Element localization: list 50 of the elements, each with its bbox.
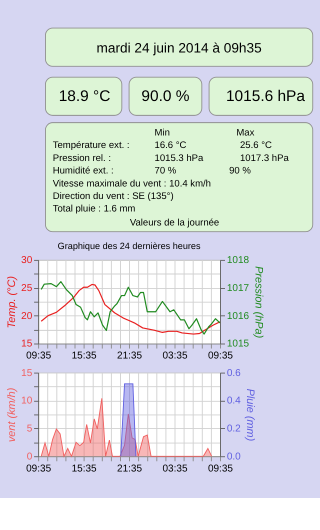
text: 18.9 °C bbox=[58, 88, 110, 105]
y2-axis-title: Pluie (mm) bbox=[244, 388, 256, 442]
x-tick-label: 09:35 bbox=[208, 350, 234, 362]
text: Min bbox=[154, 127, 170, 138]
text: 70 % bbox=[154, 166, 177, 177]
x-tick-label: 15:35 bbox=[72, 350, 98, 362]
y2-tick-label: 0.6 bbox=[226, 368, 242, 379]
y2-tick-label: 0.0 bbox=[226, 451, 242, 462]
x-tick-label: 21:35 bbox=[117, 350, 142, 362]
text: 90 % bbox=[229, 166, 252, 177]
y2-tick-label: 0.4 bbox=[226, 396, 242, 407]
chart-title: Graphique des 24 dernières heures bbox=[58, 241, 201, 251]
text: 16.6 °C bbox=[154, 140, 187, 152]
y2-tick-label: 1017 bbox=[226, 282, 250, 294]
x-tick-label: 03:35 bbox=[162, 350, 188, 362]
y-axis-title: Temp. (°C) bbox=[6, 276, 18, 328]
text: 25.6 °C bbox=[240, 140, 272, 152]
y-tick-label: 10 bbox=[21, 396, 33, 407]
x-tick-label: 09:35 bbox=[26, 463, 52, 474]
text: Max bbox=[236, 127, 255, 138]
text: Total pluie : 1.6 mm bbox=[52, 204, 136, 215]
y2-tick-label: 0.2 bbox=[226, 424, 242, 435]
x-tick-label: 21:35 bbox=[117, 463, 142, 474]
x-tick-label: 03:35 bbox=[162, 463, 188, 474]
text: 90.0 % bbox=[141, 88, 190, 105]
text: Pression rel. : bbox=[52, 152, 112, 164]
text: Température ext. : bbox=[52, 140, 130, 152]
x-tick-label: 09:35 bbox=[26, 350, 52, 362]
text: Valeurs de la journée bbox=[130, 217, 220, 228]
text: 1015.6 hPa bbox=[226, 88, 306, 105]
y-tick-label: 15 bbox=[21, 338, 33, 350]
y-tick-label: 20 bbox=[21, 310, 33, 322]
text: Humidité ext. : bbox=[52, 166, 114, 177]
x-tick-label: 09:35 bbox=[208, 463, 234, 474]
y-tick-label: 30 bbox=[21, 255, 33, 266]
text: 1017.3 hPa bbox=[240, 152, 290, 164]
y2-tick-label: 1016 bbox=[226, 310, 250, 322]
y-tick-label: 25 bbox=[21, 282, 33, 294]
x-tick-label: 15:35 bbox=[72, 463, 98, 474]
y2-tick-label: 1015 bbox=[226, 338, 250, 350]
y-tick-label: 5 bbox=[26, 424, 33, 435]
text: mardi 24 juin 2014 à 09h35 bbox=[96, 40, 262, 56]
y-tick-label: 15 bbox=[21, 368, 33, 379]
y2-tick-label: 1018 bbox=[226, 255, 250, 266]
y2-axis-title: Pression (hPa) bbox=[252, 266, 264, 338]
y-axis-title: vent (km/h) bbox=[6, 388, 18, 442]
y-tick-label: 0 bbox=[26, 451, 33, 462]
text: 1015.3 hPa bbox=[154, 152, 204, 164]
text: Direction du vent : SE (135°) bbox=[52, 191, 174, 202]
text: Vitesse maximale du vent : 10.4 km/h bbox=[52, 178, 211, 190]
